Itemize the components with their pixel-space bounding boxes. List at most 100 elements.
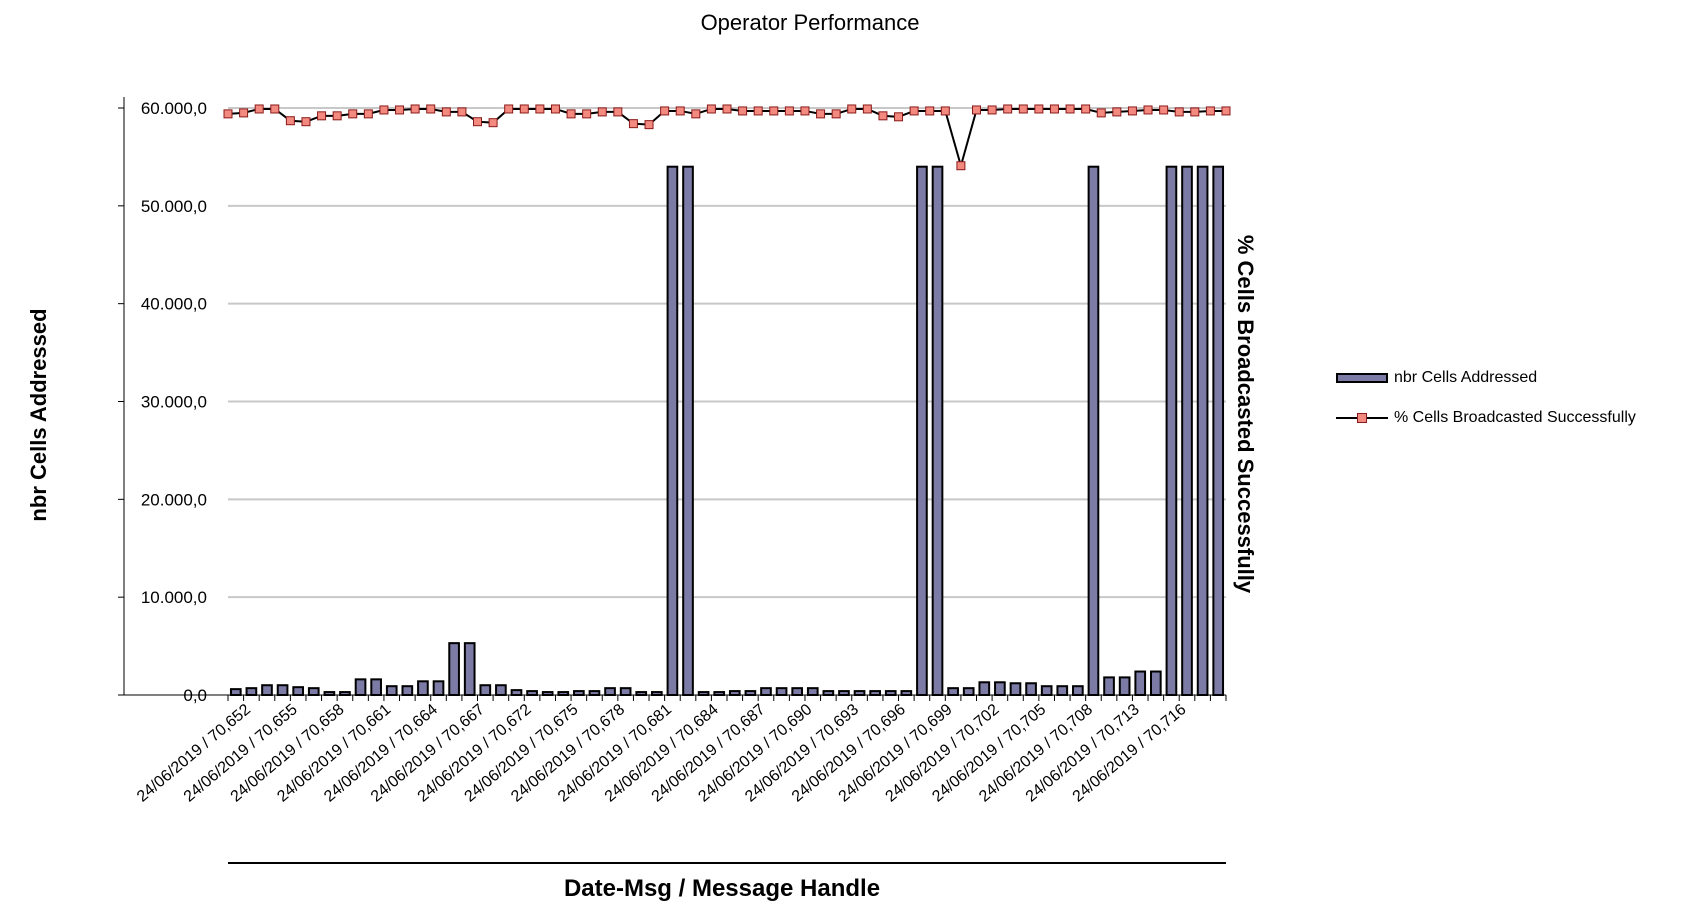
bar: [1149, 670, 1162, 697]
bar: [588, 690, 601, 697]
y-tick-label: 10.000,0: [141, 588, 207, 607]
bar: [1181, 165, 1193, 696]
bar: [479, 684, 492, 697]
bar: [1196, 165, 1209, 696]
legend-item-bars: nbr Cells Addressed: [1336, 368, 1636, 388]
line-point: [1221, 106, 1231, 116]
line-point: [862, 104, 872, 114]
bar: [1072, 685, 1084, 697]
line-point: [301, 117, 311, 127]
bar: [417, 680, 429, 697]
legend-label-line: % Cells Broadcasted Successfully: [1394, 409, 1636, 426]
bar: [760, 687, 772, 697]
line-point: [363, 109, 373, 119]
legend-label-bars: nbr Cells Addressed: [1394, 369, 1538, 386]
bar: [276, 684, 289, 697]
line-point: [706, 104, 716, 114]
line-point: [1018, 104, 1028, 114]
bar: [682, 165, 694, 696]
line-point: [644, 120, 654, 130]
bar: [806, 687, 819, 697]
line-point: [769, 106, 779, 116]
bar: [947, 687, 959, 697]
bar: [1118, 676, 1131, 697]
line-point: [270, 104, 280, 114]
line-point: [504, 104, 514, 114]
bar: [666, 165, 679, 696]
line-point: [1049, 104, 1059, 114]
line-point: [831, 109, 841, 119]
line-point: [285, 116, 295, 126]
bar: [916, 165, 928, 696]
bar: [385, 685, 398, 697]
bar: [1103, 676, 1115, 697]
line-point: [254, 104, 264, 114]
line-point: [379, 105, 389, 115]
bar: [931, 165, 944, 696]
line-point: [1143, 105, 1153, 115]
line-point: [940, 106, 950, 116]
bar: [401, 685, 414, 697]
line-point: [395, 105, 405, 115]
line-point: [519, 104, 529, 114]
bar: [261, 684, 273, 697]
line-point: [1205, 106, 1215, 116]
line-point: [816, 109, 826, 119]
line-point: [1112, 107, 1122, 117]
bar: [1009, 682, 1022, 697]
bar: [853, 690, 866, 697]
line-point: [582, 109, 592, 119]
bar: [1212, 165, 1225, 696]
line-point: [566, 109, 576, 119]
line-point: [457, 107, 467, 117]
line-point: [784, 106, 794, 116]
line-point: [223, 109, 233, 119]
line-point: [317, 111, 327, 121]
line-point: [441, 107, 451, 117]
bar: [604, 687, 616, 697]
line-point: [800, 106, 810, 116]
bar: [900, 690, 913, 697]
gridlines: [228, 107, 1226, 599]
line-point: [410, 104, 420, 114]
legend: nbr Cells Addressed % Cells Broadcasted …: [1336, 368, 1636, 448]
bar: [1134, 670, 1147, 697]
bar: [1165, 165, 1178, 696]
line-point: [550, 104, 560, 114]
bar: [838, 690, 850, 697]
bar: [1056, 685, 1069, 697]
line-point: [473, 117, 482, 127]
bar: [1040, 685, 1053, 697]
bar: [791, 687, 804, 697]
line-point: [878, 111, 888, 121]
line-point: [1065, 104, 1075, 114]
line-point: [1127, 106, 1137, 116]
line-point: [348, 109, 358, 119]
bar: [775, 687, 788, 697]
line-point: [972, 105, 981, 115]
bar: [1025, 682, 1037, 697]
line-point: [691, 109, 701, 119]
bar: [1087, 165, 1100, 696]
line-point: [925, 106, 935, 116]
line-point: [239, 108, 249, 118]
bar: [292, 686, 305, 697]
line-point: [738, 106, 748, 116]
y-tick-label: 40.000,0: [141, 295, 207, 314]
bar: [448, 642, 460, 696]
bar: [354, 678, 367, 697]
line-point: [894, 112, 904, 122]
line-point: [987, 105, 997, 115]
y2-axis-label: % Cells Broadcasted Successfully: [1233, 235, 1258, 594]
line-point: [1159, 105, 1169, 115]
line-point: [426, 104, 436, 114]
bar: [728, 690, 741, 697]
line-point: [722, 104, 732, 114]
bar: [370, 678, 382, 697]
line-point: [675, 106, 685, 116]
bar: [869, 690, 881, 697]
bar: [510, 689, 523, 697]
line-series: [223, 104, 1231, 171]
